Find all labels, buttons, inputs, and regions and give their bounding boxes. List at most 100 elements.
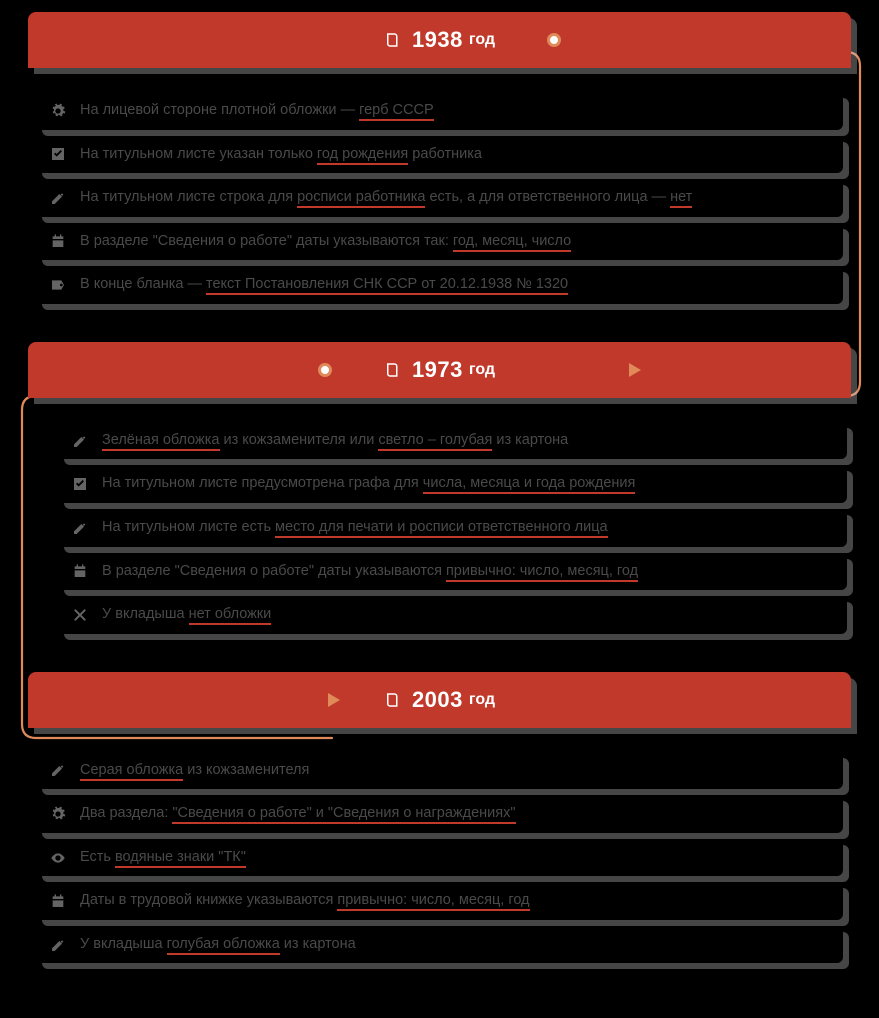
text-span: В конце бланка — — [80, 276, 206, 292]
feature-item: На титульном листе есть место для печати… — [58, 509, 847, 547]
underlined-span: место для печати и росписи ответственног… — [275, 519, 608, 538]
feature-text: На титульном листе строка для росписи ра… — [80, 188, 692, 208]
text-span: У вкладыша — [80, 936, 167, 952]
feature-item: В конце бланка — текст Постановления СНК… — [36, 266, 843, 304]
calendar-icon — [72, 563, 88, 579]
feature-text: Серая обложка из кожзаменителя — [80, 761, 309, 781]
text-span: работника — [408, 146, 482, 162]
underlined-span: нет — [670, 189, 692, 208]
feature-text: В разделе "Сведения о работе" даты указы… — [80, 232, 571, 252]
underlined-span: числа, месяца и года рождения — [423, 475, 636, 494]
underlined-span: год рождения — [317, 146, 408, 165]
pen-icon — [50, 937, 66, 953]
text-span: На лицевой стороне плотной обложки — — [80, 102, 359, 118]
year-suffix: год — [469, 691, 495, 709]
feature-text: В разделе "Сведения о работе" даты указы… — [102, 562, 638, 582]
feature-item: На титульном листе предусмотрена графа д… — [58, 465, 847, 503]
pen-icon — [72, 520, 88, 536]
book-icon — [384, 31, 402, 49]
year-suffix: год — [469, 31, 495, 49]
feature-text: На титульном листе предусмотрена графа д… — [102, 474, 635, 494]
feature-text: Даты в трудовой книжке указываются привы… — [80, 891, 530, 911]
feature-text: Есть водяные знаки "ТК" — [80, 848, 246, 868]
feature-text: На титульном листе есть место для печати… — [102, 518, 608, 538]
underlined-span: нет обложки — [189, 606, 272, 625]
feature-item: Два раздела: "Сведения о работе" и "Свед… — [36, 795, 843, 833]
year-number: 2003 — [412, 687, 463, 713]
text-span: Даты в трудовой книжке указываются — [80, 892, 337, 908]
card-header: 2003 год — [28, 672, 851, 728]
underlined-span: привычно: число, месяц, год — [446, 563, 638, 582]
underlined-span: светло – голубая — [378, 432, 492, 451]
underlined-span: водяные знаки "ТК" — [115, 849, 246, 868]
underlined-span: привычно: число, месяц, год — [337, 892, 529, 911]
underlined-span: росписи работника — [297, 189, 425, 208]
text-span: На титульном листе есть — [102, 519, 275, 535]
underlined-span: Зелёная обложка — [102, 432, 220, 451]
text-span: На титульном листе строка для — [80, 189, 297, 205]
pen-icon — [72, 433, 88, 449]
check-icon — [72, 476, 88, 492]
feature-text: На титульном листе указан только год рож… — [80, 145, 482, 165]
underlined-span: Серая обложка — [80, 762, 183, 781]
pen-icon — [50, 190, 66, 206]
feature-item: Даты в трудовой книжке указываются привы… — [36, 882, 843, 920]
feature-text: У вкладыша нет обложки — [102, 605, 271, 625]
card-items: Серая обложка из кожзаменителя Два раздел… — [28, 728, 851, 974]
text-span: У вкладыша — [102, 606, 189, 622]
book-icon — [384, 361, 402, 379]
timeline-card-2003: 2003 год Серая обложка из кожзаменителя Два… — [28, 672, 851, 974]
connector-node-icon — [547, 33, 561, 47]
eye-icon — [50, 850, 66, 866]
text-span: из картона — [492, 432, 568, 448]
arrow-in-icon — [328, 693, 340, 707]
pen-icon — [50, 762, 66, 778]
label-icon — [50, 277, 66, 293]
text-span: На титульном листе указан только — [80, 146, 317, 162]
cog-icon — [50, 806, 66, 822]
feature-item: В разделе "Сведения о работе" даты указы… — [36, 223, 843, 261]
text-span: На титульном листе предусмотрена графа д… — [102, 475, 423, 491]
feature-text: Зелёная обложка из кожзаменителя или све… — [102, 431, 568, 451]
book-icon — [384, 691, 402, 709]
underlined-span: текст Постановления СНК ССР от 20.12.193… — [206, 276, 568, 295]
year-suffix: год — [469, 361, 495, 379]
year-number: 1973 — [412, 357, 463, 383]
text-span: Есть — [80, 849, 115, 865]
timeline-card-1973: 1973 год Зелёная обложка из кожзаменителя … — [28, 342, 851, 644]
feature-text: У вкладыша голубая обложка из картона — [80, 935, 356, 955]
text-span: из картона — [280, 936, 356, 952]
feature-item: На титульном листе строка для росписи ра… — [36, 179, 843, 217]
text-span: есть, а для ответственного лица — — [425, 189, 670, 205]
card-header: 1973 год — [28, 342, 851, 398]
feature-item: Серая обложка из кожзаменителя — [36, 752, 843, 790]
arrow-in-icon — [629, 363, 641, 377]
text-span: из кожзаменителя или — [220, 432, 379, 448]
underlined-span: "Сведения о работе" и "Сведения о награж… — [172, 805, 515, 824]
connector-node-icon — [318, 363, 332, 377]
underlined-span: год, месяц, число — [453, 233, 571, 252]
calendar-icon — [50, 233, 66, 249]
cog-icon — [50, 103, 66, 119]
card-items: Зелёная обложка из кожзаменителя или све… — [28, 398, 851, 644]
feature-text: В конце бланка — текст Постановления СНК… — [80, 275, 568, 295]
card-header: 1938 год — [28, 12, 851, 68]
year-number: 1938 — [412, 27, 463, 53]
text-span: Два раздела: — [80, 805, 172, 821]
text-span: В разделе "Сведения о работе" даты указы… — [80, 233, 453, 249]
feature-text: На лицевой стороне плотной обложки — гер… — [80, 101, 434, 121]
x-icon — [72, 607, 88, 623]
feature-item: Зелёная обложка из кожзаменителя или све… — [58, 422, 847, 460]
feature-item: На лицевой стороне плотной обложки — гер… — [36, 92, 843, 130]
feature-item: У вкладыша голубая обложка из картона — [36, 926, 843, 964]
timeline-card-1938: 1938 год На лицевой стороне плотной обложк… — [28, 12, 851, 314]
card-items: На лицевой стороне плотной обложки — гер… — [28, 68, 851, 314]
underlined-span: голубая обложка — [167, 936, 280, 955]
feature-item: Есть водяные знаки "ТК" — [36, 839, 843, 877]
feature-item: В разделе "Сведения о работе" даты указы… — [58, 553, 847, 591]
feature-item: На титульном листе указан только год рож… — [36, 136, 843, 174]
text-span: из кожзаменителя — [183, 762, 309, 778]
check-icon — [50, 146, 66, 162]
feature-text: Два раздела: "Сведения о работе" и "Свед… — [80, 804, 516, 824]
calendar-icon — [50, 893, 66, 909]
